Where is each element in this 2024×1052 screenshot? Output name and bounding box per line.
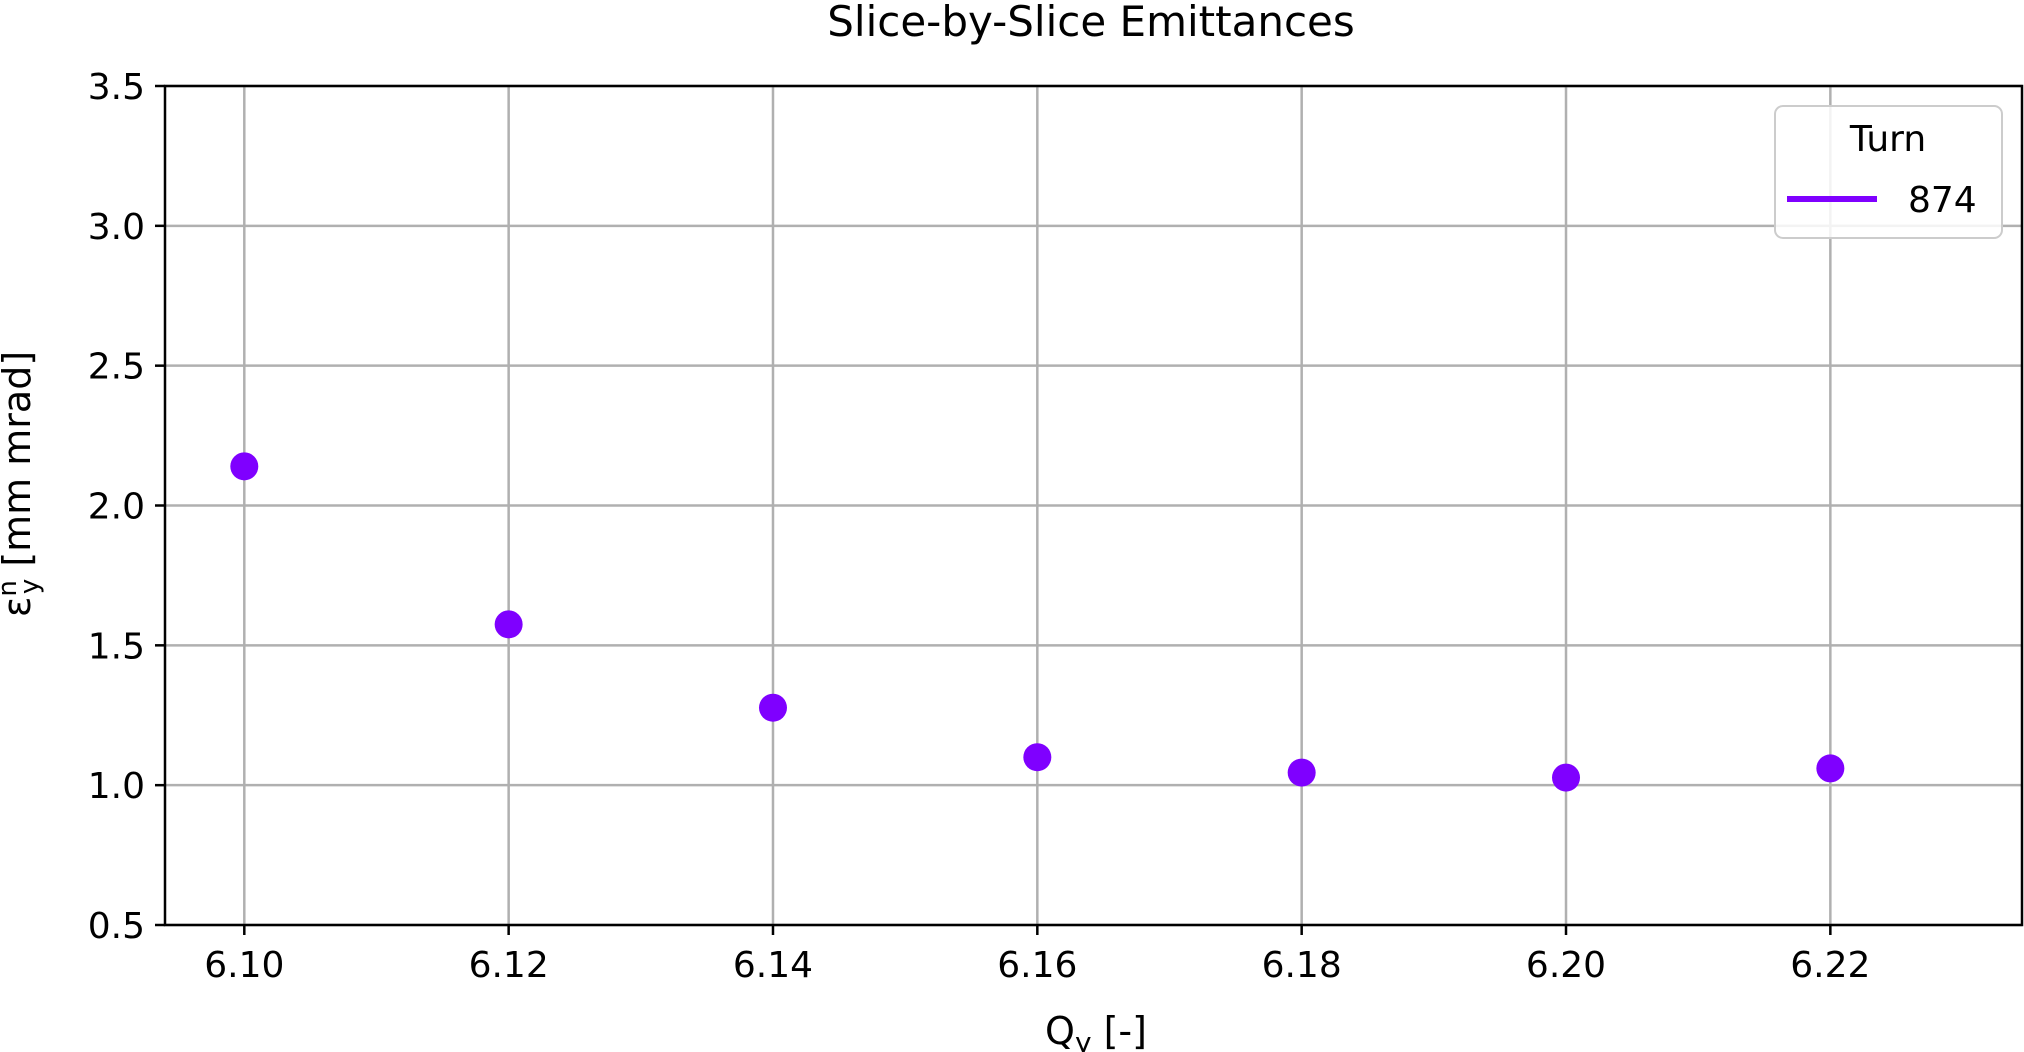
y-tick-label: 1.0 — [88, 766, 145, 807]
x-tick-label: 6.10 — [204, 945, 284, 986]
x-axis-label: Qy [-] — [1045, 1009, 1147, 1052]
y-axis-label-main: ε — [0, 597, 39, 618]
y-axis-label-sup: n — [0, 580, 23, 596]
x-tick-label: 6.20 — [1526, 945, 1606, 986]
x-axis-label-sub: y — [1075, 1026, 1092, 1052]
chart-title: Slice-by-Slice Emittances — [827, 0, 1355, 46]
legend-box — [1774, 105, 2003, 239]
x-tick-label: 6.12 — [469, 945, 549, 986]
data-point — [1287, 758, 1316, 787]
y-tick-label: 2.0 — [88, 487, 145, 528]
grid — [165, 84, 2022, 927]
y-tick-label: 1.5 — [88, 626, 145, 667]
x-axis-label-rest: [-] — [1092, 1009, 1147, 1052]
legend-entry-label: 874 — [1908, 180, 1977, 221]
plot-frame — [163, 84, 2024, 927]
legend-title: Turn — [1849, 119, 1926, 160]
y-axis-label: εny [mm mrad] — [0, 351, 45, 617]
data-point — [1023, 743, 1052, 772]
data-point — [230, 452, 259, 481]
y-tick-label: 3.0 — [88, 207, 145, 248]
ticks: 6.10 6.12 6.14 6.16 6.18 6.20 6.22 0.5 1.0 1.5 2.0… — [88, 67, 1871, 986]
y-tick-label: 3.5 — [88, 67, 145, 108]
legend: Turn 874 — [1774, 105, 2003, 239]
y-axis-label-rest: [mm mrad] — [0, 351, 39, 579]
x-tick-label: 6.14 — [733, 945, 813, 986]
y-axis-label-sub: y — [15, 579, 45, 594]
data-point — [494, 610, 523, 639]
x-tick-label: 6.18 — [1262, 945, 1342, 986]
data-point — [1552, 763, 1581, 792]
y-tick-label: 0.5 — [88, 906, 145, 947]
x-axis-label-main: Q — [1045, 1009, 1075, 1052]
data-points — [230, 452, 1845, 792]
data-point — [758, 693, 787, 722]
y-tick-label: 2.5 — [88, 347, 145, 388]
x-tick-label: 6.16 — [997, 945, 1077, 986]
x-tick-label: 6.22 — [1790, 945, 1870, 986]
data-point — [1816, 754, 1845, 783]
